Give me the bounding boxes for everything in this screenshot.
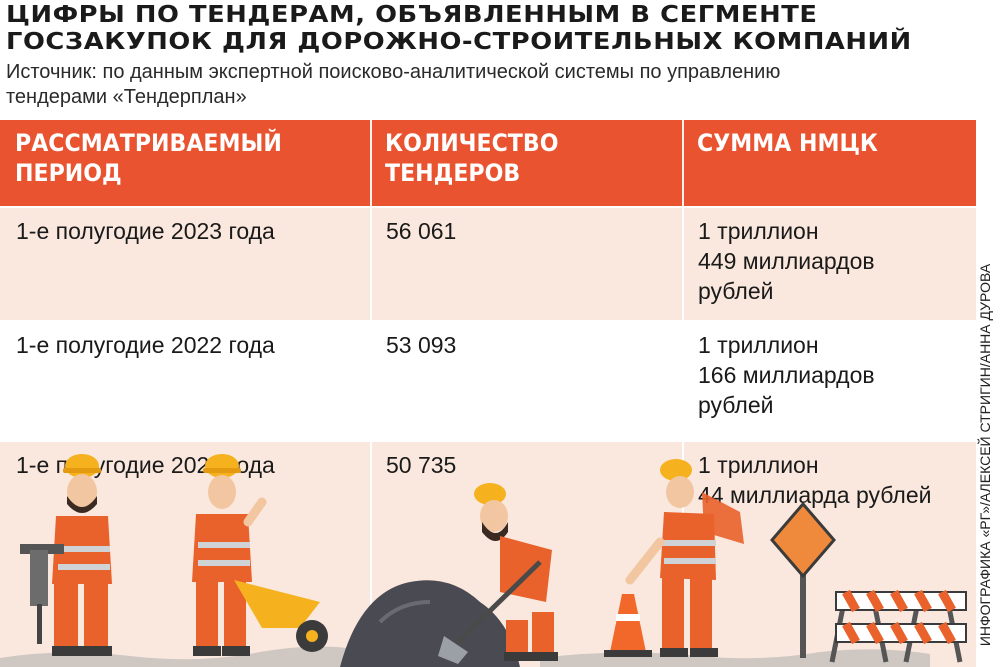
table-row: 1-е полугодие 2023 года 56 061 1 триллио… [0, 208, 976, 320]
row-count: 50 735 [386, 452, 457, 478]
header-sum: СУММА НМЦК [697, 129, 878, 157]
row-sum: 1 триллион 166 миллиардов рублей [698, 332, 875, 418]
road-barrier [829, 589, 967, 663]
row-count: 53 093 [386, 332, 457, 358]
source-note: Источник: по данным экспертной поисково-… [6, 61, 781, 108]
row-period: 1-е полугодие 2023 года [16, 218, 275, 244]
worker-jackhammer [20, 454, 112, 656]
row-sum: 1 триллион 44 миллиарда рублей [698, 452, 932, 508]
worker-wheelbarrow [192, 454, 328, 656]
worker-shovel [438, 483, 558, 664]
header-count: КОЛИЧЕСТВО ТЕНДЕРОВ [385, 129, 559, 187]
infographic-title: ЦИФРЫ ПО ТЕНДЕРАМ, ОБЪЯВЛЕННЫМ В СЕГМЕНТ… [6, 2, 912, 55]
table-header-row: РАССМАТРИВАЕМЫЙ ПЕРИОД КОЛИЧЕСТВО ТЕНДЕР… [0, 120, 976, 206]
row-period: 1-е полугодие 2022 года [16, 332, 275, 358]
table-row: 1-е полугодие 2022 года 53 093 1 триллио… [0, 322, 976, 440]
worker-cones [604, 459, 744, 657]
infographic-credit: ИНФОГРАФИКА «РГ»/АЛЕКСЕЙ СТРИГИН/АННА ДУ… [977, 263, 993, 647]
header-period: РАССМАТРИВАЕМЫЙ ПЕРИОД [15, 129, 282, 187]
row-count: 56 061 [386, 218, 457, 244]
row-sum: 1 триллион 449 миллиардов рублей [698, 218, 875, 304]
road-sign [770, 501, 836, 658]
road-workers-illustration [0, 454, 967, 667]
